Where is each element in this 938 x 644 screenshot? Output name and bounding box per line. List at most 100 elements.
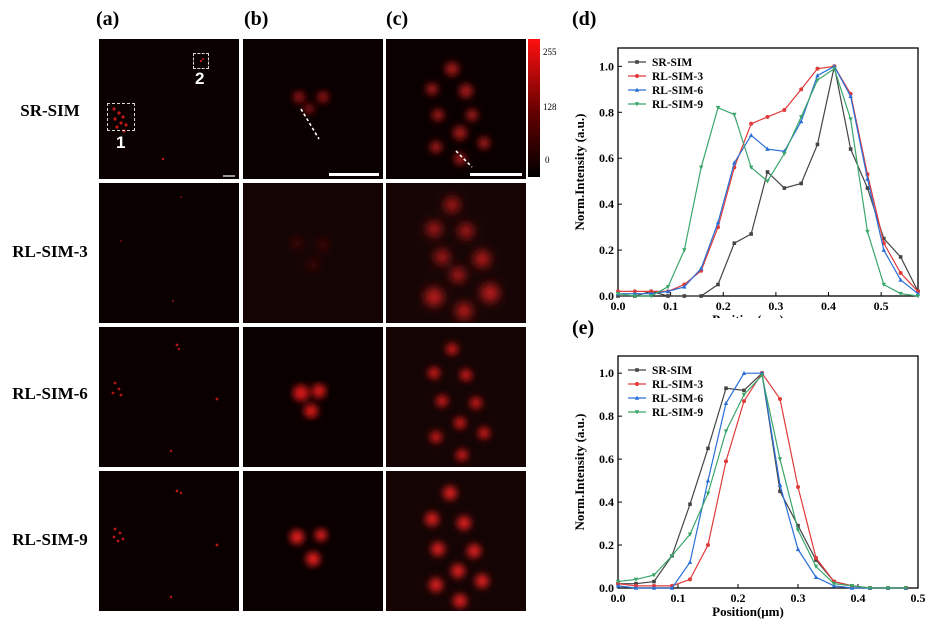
image-b-rl-sim-6: [243, 327, 383, 467]
data-point: [813, 564, 819, 569]
data-point: [881, 247, 886, 252]
y-tick-label: 0.0: [599, 581, 614, 595]
data-point: [799, 87, 804, 92]
legend: SR-SIM RL-SIM-3 RL-SIM-6 RL-SIM-9: [628, 57, 703, 111]
data-point: [796, 485, 800, 490]
x-tick-label: 0.2: [731, 591, 746, 605]
data-point: [815, 142, 820, 147]
plot-frame: [617, 355, 919, 589]
data-point: [648, 294, 654, 299]
colorbar: [528, 39, 540, 177]
data-point: [777, 482, 783, 487]
image-a-rl-sim-9: [99, 471, 239, 611]
image-b-rl-sim-6-content: [293, 384, 326, 418]
data-point: [778, 396, 782, 401]
colorbar-label-min: 0: [545, 155, 550, 165]
data-point: [687, 559, 693, 565]
data-point: [815, 66, 820, 71]
x-tick-label: 0.5: [911, 591, 926, 605]
data-point: [748, 165, 754, 170]
x-tick-label: 0.0: [611, 299, 626, 313]
image-c-rl-sim-3: [386, 183, 526, 323]
data-point: [635, 368, 639, 372]
data-point: [849, 584, 855, 589]
legend-entry: RL-SIM-9: [652, 407, 703, 419]
panel-label-d: (d): [572, 8, 597, 30]
data-point: [715, 105, 721, 111]
series-line: [618, 371, 906, 589]
data-point: [848, 93, 853, 99]
x-tick-label: 0.3: [768, 299, 783, 313]
data-point: [881, 282, 886, 287]
data-point: [898, 255, 903, 259]
y-axis-label: Norm.Intensity (a.u.): [572, 414, 587, 531]
panel-label-b: (b): [244, 8, 269, 30]
data-point: [782, 151, 787, 157]
data-point: [633, 585, 639, 590]
roi-label-1: 1: [116, 133, 126, 152]
data-point: [815, 73, 820, 78]
data-point: [898, 291, 903, 297]
y-tick-label: 0.8: [599, 409, 614, 423]
data-point: [765, 170, 770, 174]
data-point: [634, 87, 640, 92]
data-point: [799, 181, 803, 186]
data-point: [682, 248, 687, 253]
image-b-rl-sim-3-content: [292, 238, 328, 270]
image-b-rl-sim-9: [243, 471, 383, 611]
y-tick-label: 0.6: [599, 452, 614, 466]
data-point: [903, 586, 909, 591]
data-point: [669, 585, 675, 590]
x-axis-label: Position(μm): [712, 604, 784, 619]
data-point: [777, 457, 783, 462]
data-point: [831, 581, 837, 587]
image-c-rl-sim-9: [386, 471, 526, 611]
data-point: [706, 446, 710, 451]
x-tick-label: 0.4: [821, 299, 836, 313]
data-point: [635, 74, 639, 78]
image-b-rl-sim-3: [243, 183, 383, 323]
data-point: [742, 399, 746, 404]
data-point: [651, 573, 657, 578]
profile-line-c: [455, 150, 473, 168]
data-point: [865, 186, 870, 190]
data-point: [682, 284, 687, 289]
data-point: [782, 108, 787, 112]
data-point: [682, 294, 687, 298]
data-point: [798, 119, 804, 124]
image-a-rl-sim-6-content: [111, 343, 219, 453]
image-b-sr-sim: [243, 39, 383, 179]
data-point: [741, 370, 747, 375]
profile-line-b: [300, 108, 320, 140]
image-c-rl-sim-3-content: [425, 198, 499, 319]
data-point: [716, 282, 720, 287]
roi-label-2: 2: [195, 69, 205, 88]
y-tick-label: 0.0: [599, 289, 614, 303]
data-point: [848, 147, 853, 151]
data-point: [723, 429, 729, 434]
data-point: [615, 583, 621, 588]
legend-entry: RL-SIM-3: [652, 379, 703, 391]
data-point: [732, 112, 737, 117]
row-label-rl-sim-9: RL-SIM-9: [12, 530, 88, 549]
data-point: [848, 117, 853, 122]
chart-e: 0.0 0.1 0.2 0.3 0.4 0.5 0.0 0.2 0.4 0.6 0.8 1.0 Posi…: [572, 355, 926, 619]
data-point: [765, 146, 770, 151]
data-point: [898, 271, 903, 276]
data-point: [706, 543, 710, 548]
image-a-sr-sim: 1 2: [99, 39, 239, 179]
image-c-rl-sim-6: [386, 327, 526, 467]
data-point: [867, 586, 873, 591]
data-point: [881, 236, 886, 241]
data-point: [765, 179, 770, 184]
data-point: [742, 388, 746, 393]
data-point: [634, 102, 640, 107]
data-point: [724, 459, 728, 464]
panel-label-e: (e): [572, 317, 595, 339]
x-tick-label: 0.4: [851, 591, 866, 605]
image-b-rl-sim-9-content: [290, 529, 327, 566]
data-point: [669, 553, 675, 559]
y-tick-label: 0.2: [599, 243, 614, 257]
data-point: [632, 294, 638, 299]
x-tick-label: 0.2: [716, 299, 731, 313]
